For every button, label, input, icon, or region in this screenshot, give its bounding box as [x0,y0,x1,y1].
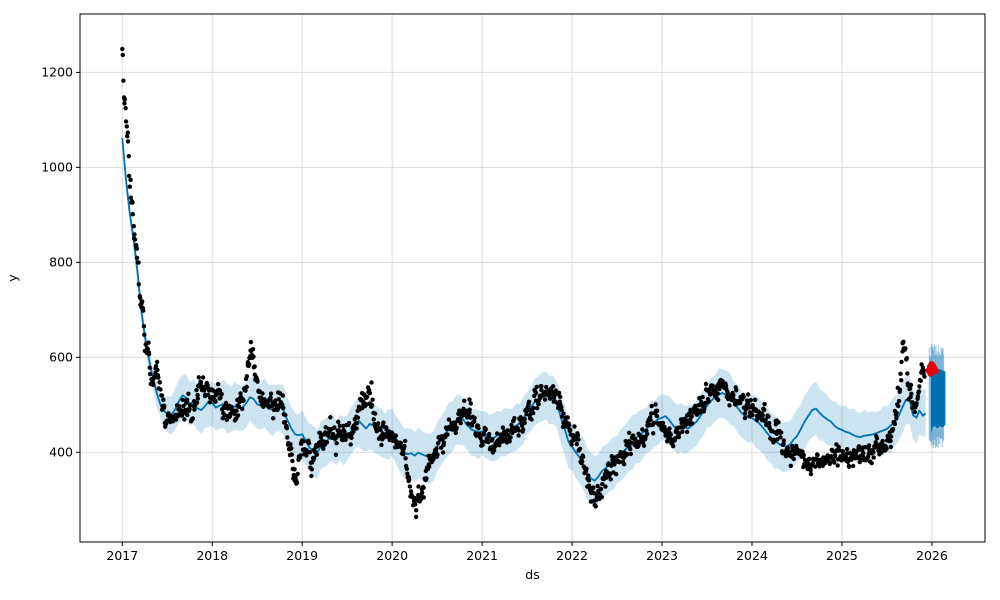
x-tick-label: 2021 [466,548,498,563]
x-tick-label: 2023 [646,548,678,563]
x-tick-label: 2025 [826,548,858,563]
x-tick-label: 2020 [376,548,408,563]
y-tick-label: 1200 [41,65,73,80]
x-tick-label: 2017 [106,548,138,563]
axes-frame: 2017 2018 2019 2020 2021 2022 2023 2024 2025 2026… [41,13,986,563]
uncertainty-band [122,131,926,510]
x-tick-label: 2022 [556,548,588,563]
gridlines [80,14,985,542]
highlight-points [925,361,939,377]
x-axis-label: ds [525,567,539,582]
y-tick-label: 600 [49,350,73,365]
x-tick-label: 2019 [286,548,318,563]
observation-points [120,46,927,520]
forecast-sample-block [931,363,946,434]
y-tick-label: 800 [49,255,73,270]
x-tick-label: 2018 [196,548,228,563]
y-tick-label: 400 [49,445,73,460]
y-axis-label: y [5,274,20,282]
x-tick-label: 2024 [736,548,768,563]
x-tick-label: 2026 [916,548,948,563]
y-tick-label: 1000 [41,160,73,175]
